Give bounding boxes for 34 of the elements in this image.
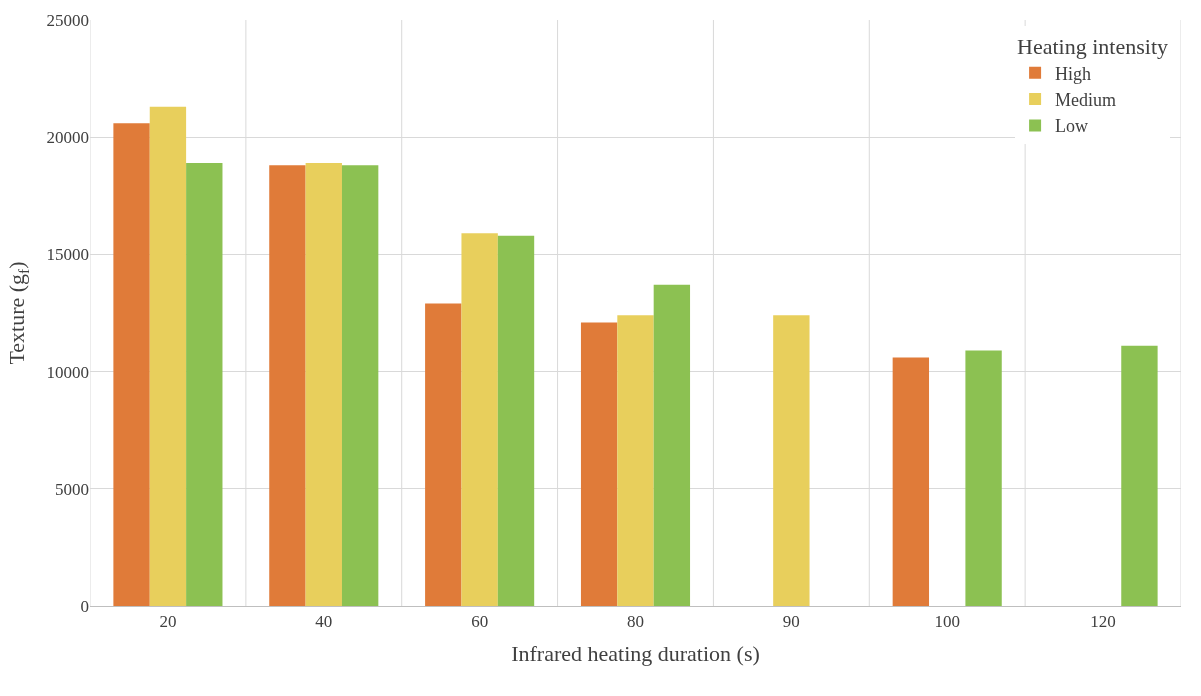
legend-title: Heating intensity <box>1017 34 1169 60</box>
bar <box>653 284 691 606</box>
bar <box>497 235 535 606</box>
x-tick-label: 20 <box>159 612 177 632</box>
x-tick-label: 100 <box>934 612 960 632</box>
bar <box>892 357 930 606</box>
bar <box>617 315 654 606</box>
y-tick-label: 20000 <box>46 128 89 148</box>
bar <box>1121 345 1158 606</box>
bar <box>461 233 498 606</box>
y-tick-label: 15000 <box>46 245 89 265</box>
bar <box>186 162 223 606</box>
x-tick-label: 80 <box>627 612 644 632</box>
bar <box>965 350 1002 606</box>
legend-label: Low <box>1055 116 1089 137</box>
bar <box>113 123 150 606</box>
x-tick-label: 40 <box>315 612 333 632</box>
bar <box>269 165 306 606</box>
bar <box>305 162 342 606</box>
x-tick-label: 90 <box>782 612 800 632</box>
bar <box>425 303 462 606</box>
bar <box>341 165 379 606</box>
x-tick-label: 120 <box>1090 612 1116 632</box>
y-tick-label: 0 <box>80 596 89 616</box>
bar <box>773 315 810 606</box>
legend-label: Medium <box>1055 90 1117 111</box>
y-tick-label: 5000 <box>55 479 89 499</box>
y-tick-label: 10000 <box>46 362 89 382</box>
bar <box>149 106 187 606</box>
bar <box>580 322 618 606</box>
legend-label: High <box>1055 63 1092 84</box>
x-tick-label: 60 <box>471 612 489 632</box>
y-tick-label: 25000 <box>46 10 89 30</box>
x-axis-title: Infrared heating duration (s) <box>511 641 760 667</box>
